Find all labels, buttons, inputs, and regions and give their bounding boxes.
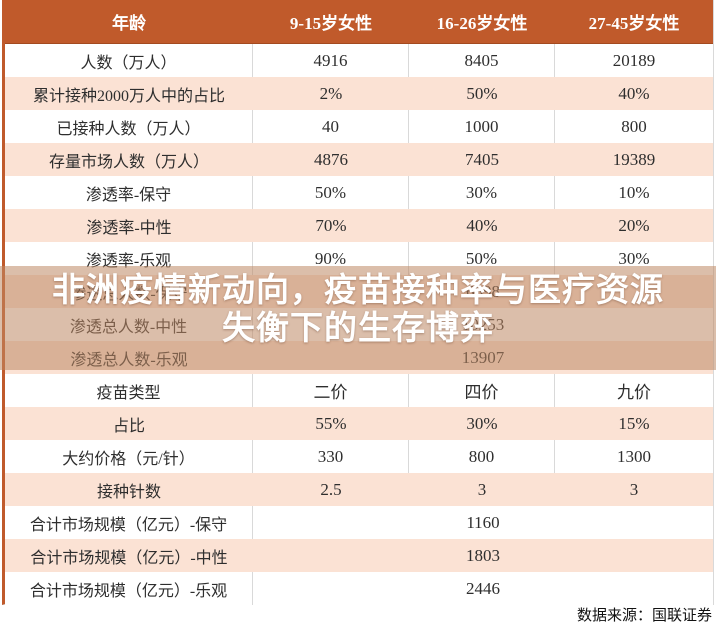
cell-value: 70% [315, 215, 347, 235]
row-label: 已接种人数（万人） [5, 110, 253, 143]
table-row: 渗透率-保守 50% 30% 10% [5, 176, 713, 209]
cell-value: 330 [253, 440, 409, 473]
cell-value: 20189 [612, 50, 656, 70]
data-source-label: 数据来源：国联证券 [576, 608, 712, 624]
cell-value: 2.5 [320, 479, 342, 499]
table-row: 已接种人数（万人） 40 1000 800 [5, 110, 713, 143]
row-label: 合计市场规模（亿元）-保守 [5, 506, 253, 539]
cell-value: 800 [621, 116, 647, 136]
cell-value: 4916 [253, 44, 409, 77]
cell-value: 四价 [409, 374, 555, 407]
table-row: 渗透总人数-中性 10253 [5, 308, 713, 341]
table-row: 占比 55% 30% 15% [5, 407, 713, 440]
row-label: 渗透率-保守 [5, 176, 253, 209]
cell-value: 1300 [617, 446, 651, 466]
cell-value: 8405 [409, 44, 555, 77]
column-header: 9-15岁女性 [289, 14, 373, 33]
row-label: 疫苗类型 [5, 374, 253, 407]
row-label: 人数（万人） [5, 44, 253, 77]
cell-value: 二价 [253, 374, 409, 407]
table-header-row: 年龄 9-15岁女性 16-26岁女性 27-45岁女性 [5, 0, 713, 44]
cell-value-merged: 6598 [466, 281, 500, 301]
cell-value: 30% [618, 248, 650, 268]
row-label: 渗透率-中性 [86, 219, 172, 237]
cell-value: 50% [253, 176, 409, 209]
cell-value-merged: 1160 [466, 512, 500, 532]
table-body: 人数（万人） 4916 8405 20189 累计接种2000万人中的占比 2% 50% 40… [5, 44, 713, 605]
table-row: 存量市场人数（万人） 4876 7405 19389 [5, 143, 713, 176]
row-label: 接种针数 [96, 483, 161, 501]
row-label: 渗透总人数-乐观 [70, 351, 188, 369]
cell-value: 20% [618, 215, 650, 235]
cell-value: 3 [629, 479, 639, 499]
data-source-footer: 数据来源：国联证券 [0, 605, 714, 624]
row-label: 占比 [112, 417, 145, 435]
table-row: 合计市场规模（亿元）-中性 1803 [5, 539, 713, 572]
row-label: 合计市场规模（亿元）-乐观 [5, 572, 253, 605]
cell-value: 50% [466, 83, 498, 103]
cell-value: 800 [409, 440, 555, 473]
table-row: 渗透总人数-乐观 13907 [5, 341, 713, 374]
cell-value: 19389 [612, 149, 656, 169]
table-row: 疫苗类型 二价 四价 九价 [5, 374, 713, 407]
cell-value: 90% [253, 242, 409, 275]
cell-value: 15% [618, 413, 650, 433]
row-label: 渗透总人数-中性 [5, 308, 253, 341]
table-row: 人数（万人） 4916 8405 20189 [5, 44, 713, 77]
cell-value: 40 [253, 110, 409, 143]
cell-value: 1000 [409, 110, 555, 143]
table-row: 渗透总人数-保守 6598 [5, 275, 713, 308]
column-header: 年龄 [112, 14, 146, 33]
cell-value: 55% [315, 413, 347, 433]
data-table: 年龄 9-15岁女性 16-26岁女性 27-45岁女性 人数（万人） 4916 8405… [2, 0, 714, 605]
cell-value: 40% [466, 215, 498, 235]
cell-value: 40% [618, 83, 650, 103]
cell-value-merged: 1803 [466, 545, 500, 565]
cell-value: 2% [319, 83, 343, 103]
cell-value: 30% [409, 176, 555, 209]
cell-value: 7405 [465, 149, 499, 169]
table-row: 合计市场规模（亿元）-保守 1160 [5, 506, 713, 539]
column-header: 27-45岁女性 [588, 14, 680, 33]
table-row: 渗透率-中性 70% 40% 20% [5, 209, 713, 242]
cell-value: 10% [618, 182, 650, 202]
column-header: 16-26岁女性 [436, 14, 528, 33]
cell-value: 九价 [617, 383, 651, 402]
cell-value-merged: 10253 [461, 314, 505, 334]
table-row: 渗透率-乐观 90% 50% 30% [5, 242, 713, 275]
cell-value: 4876 [314, 149, 348, 169]
row-label: 渗透率-乐观 [5, 242, 253, 275]
cell-value: 30% [466, 413, 498, 433]
cell-value: 3 [477, 479, 487, 499]
cell-value-merged: 2446 [466, 578, 500, 598]
cell-value: 50% [409, 242, 555, 275]
table-row: 接种针数 2.5 3 3 [5, 473, 713, 506]
cell-value-merged: 13907 [461, 347, 505, 367]
table-row: 累计接种2000万人中的占比 2% 50% 40% [5, 77, 713, 110]
row-label: 大约价格（元/针） [5, 440, 253, 473]
row-label: 合计市场规模（亿元）-中性 [30, 549, 228, 567]
row-label: 渗透总人数-保守 [70, 285, 188, 303]
table-row: 合计市场规模（亿元）-乐观 2446 [5, 572, 713, 605]
row-label: 累计接种2000万人中的占比 [32, 87, 225, 105]
table-row: 大约价格（元/针） 330 800 1300 [5, 440, 713, 473]
row-label: 存量市场人数（万人） [48, 153, 209, 171]
